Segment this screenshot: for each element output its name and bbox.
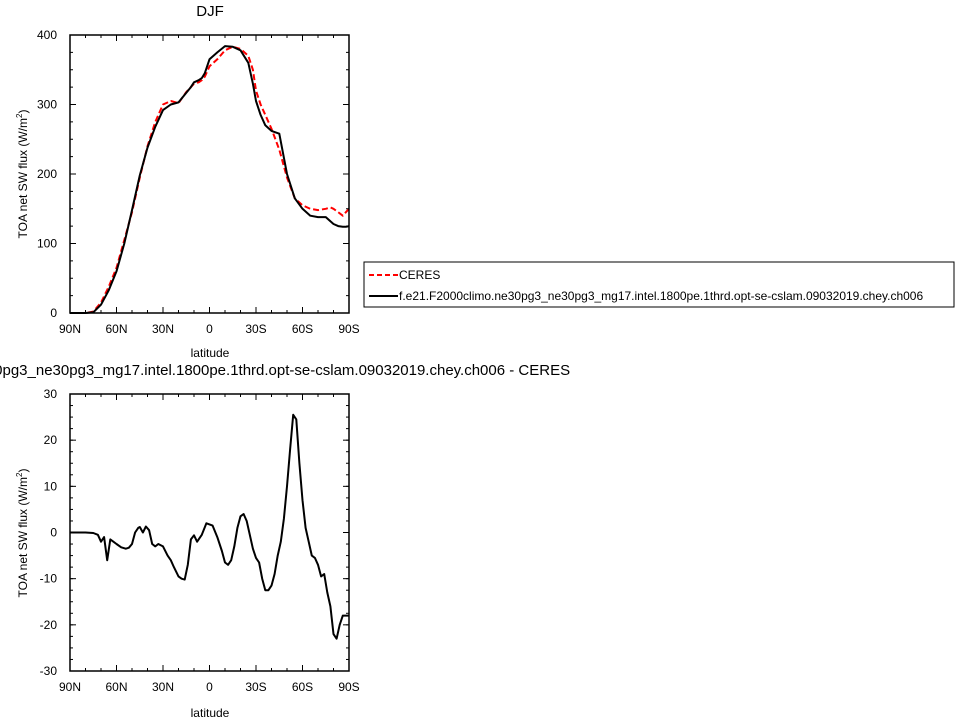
panel-difference: f.e21.F2000climo.ne30pg3_ne30pg3_mg17.in… [0,362,570,720]
x-tick-label: 60N [105,680,127,694]
x-tick-label: 60N [105,322,127,336]
y-tick-label: 0 [50,526,57,540]
y-tick-label: -10 [40,572,58,586]
x-tick-label: 30N [152,322,174,336]
y-tick-label: 30 [44,387,58,401]
x-tick-label: 30N [152,680,174,694]
x-tick-label: 0 [206,322,213,336]
x-tick-label: 0 [206,680,213,694]
x-tick-label: 90N [59,680,81,694]
y-tick-label: 20 [44,433,58,447]
x-tick-label: 90S [338,322,359,336]
x-tick-label: 60S [292,680,313,694]
y-axis-label-text: TOA net SW flux (W/m [16,477,30,597]
x-tick-label: 60S [292,322,313,336]
y-axis-label-close: ) [16,469,30,473]
series-line-model [70,45,350,314]
plot-area: 90N 60N 30N 0 30S 60S 90S 0 100 200 300 400 [37,28,360,336]
legend-label-model: f.e21.F2000climo.ne30pg3_ne30pg3_mg17.in… [399,289,923,303]
y-tick-label: 200 [37,167,57,181]
panel-djf: DJF 90N 60N 30N 0 30S 60S 90S 0 100 200 300 400 lat… [15,3,360,360]
y-axis-label-text: TOA net SW flux (W/m [16,118,30,238]
x-tick-label: 90N [59,322,81,336]
y-tick-label: 10 [44,479,58,493]
series-line-difference [70,413,349,640]
y-tick-label: 0 [50,306,57,320]
x-axis-label: latitude [191,346,230,360]
panel-title: f.e21.F2000climo.ne30pg3_ne30pg3_mg17.in… [0,362,570,379]
plot-frame [69,34,350,314]
panel-title: DJF [196,3,224,20]
y-axis-label: TOA net SW flux (W/m2) [15,469,30,598]
y-tick-label: 100 [37,237,57,251]
x-axis-label: latitude [191,706,230,720]
x-tick-label: 30S [245,322,266,336]
series-line-ceres [70,45,350,314]
y-tick-label: 300 [37,98,57,112]
x-tick-label: 30S [245,680,266,694]
x-tick-label: 90S [338,680,359,694]
y-tick-label: -30 [40,664,58,678]
y-tick-label: 400 [37,28,57,42]
y-axis-label: TOA net SW flux (W/m2) [15,110,30,239]
y-axis-label-superscript: 2 [15,472,24,477]
legend-box [363,261,955,308]
legend: CERES f.e21.F2000climo.ne30pg3_ne30pg3_m… [363,261,955,308]
y-axis-label-close: ) [16,110,30,114]
plot-area: 90N 60N 30N 0 30S 60S 90S -30 -20 -10 0 10 20 30 [40,387,360,694]
y-axis-label-superscript: 2 [15,113,24,118]
legend-label-ceres: CERES [399,268,440,282]
y-tick-label: -20 [40,618,58,632]
